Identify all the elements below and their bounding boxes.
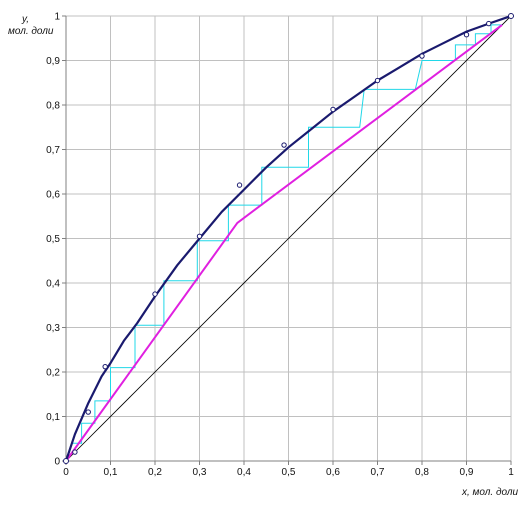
x-tick-label: 0,6: [326, 467, 340, 478]
endpoint-marker: [508, 13, 514, 19]
y-tick-label: 0,8: [46, 101, 60, 112]
x-tick-label: 0,8: [415, 467, 429, 478]
experimental-point: [463, 31, 470, 38]
experimental-point: [374, 77, 381, 84]
experimental-point: [152, 291, 158, 297]
x-axis-title: x, мол. доли: [461, 487, 518, 498]
x-tick-label: 0,2: [148, 467, 162, 478]
experimental-point: [196, 233, 203, 239]
y-tick-label: 0,2: [46, 368, 60, 379]
experimental-point: [486, 20, 492, 27]
x-tick-label: 0,7: [371, 467, 385, 478]
experimental-point: [85, 409, 91, 415]
x-tick-label: 0: [63, 467, 69, 478]
experimental-point: [72, 449, 78, 455]
x-tick-label: 0,4: [237, 467, 251, 478]
x-tick-label: 0,3: [193, 467, 207, 478]
experimental-point: [236, 182, 243, 188]
y-axis-title-line2: мол. доли: [8, 26, 54, 37]
x-tick-label: 0,1: [104, 467, 118, 478]
y-tick-label: 0,4: [46, 279, 60, 290]
equilibrium-curve: [64, 14, 512, 462]
x-tick-label: 1: [508, 467, 514, 478]
origin-marker: [63, 458, 69, 464]
steps-series-line: [72, 24, 503, 444]
diagonal-series-line: [65, 15, 512, 462]
diagonal-line: [65, 15, 512, 462]
equilibrium-series-line: [64, 14, 512, 462]
y-tick-label: 0,9: [46, 56, 60, 67]
x-tick-label: 0,5: [282, 467, 296, 478]
y-tick-label: 0,5: [46, 234, 60, 245]
y-tick-label: 0,6: [46, 190, 60, 201]
y-tick-label: 0: [54, 457, 60, 468]
step-construction: [72, 24, 503, 444]
experimental-point: [102, 363, 108, 370]
y-tick-label: 1: [54, 12, 60, 23]
operating-series-line: [65, 24, 503, 462]
y-tick-label: 0,3: [46, 323, 60, 334]
y-tick-label: 0,7: [46, 145, 60, 156]
tick-labels: 0 0,1 0,2 0,3 0,4 0,5 0,6 0,7 0,8 0,9 1 0 0,1 0,2 0,3 0…: [46, 12, 514, 479]
axes: [62, 15, 512, 465]
experimental-point: [419, 53, 425, 59]
operating-line: [65, 24, 503, 462]
experimental-points: [63, 13, 514, 464]
experimental-point: [330, 106, 336, 113]
y-tick-label: 0,1: [46, 412, 60, 423]
grid: [66, 15, 512, 461]
x-tick-label: 0,9: [460, 467, 474, 478]
y-axis-title-line1: y,: [21, 14, 29, 25]
experimental-point: [281, 142, 287, 148]
